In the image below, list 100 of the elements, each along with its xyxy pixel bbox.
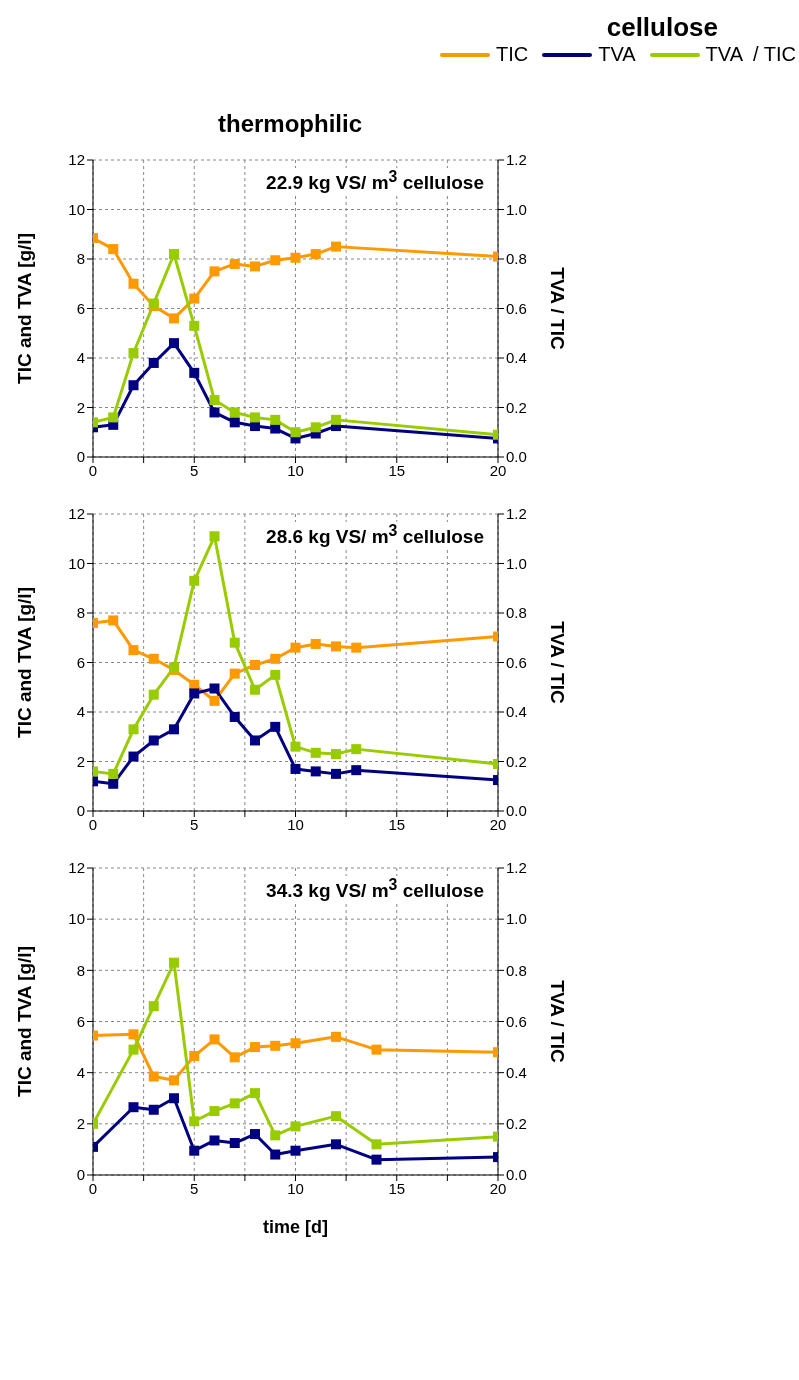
point xyxy=(128,1044,139,1055)
point xyxy=(189,575,200,586)
y-tick-label: 10 xyxy=(68,200,85,218)
point xyxy=(250,421,260,432)
point xyxy=(290,741,301,752)
point xyxy=(209,407,220,418)
point xyxy=(128,751,139,762)
point xyxy=(290,427,301,438)
point xyxy=(351,642,362,653)
point xyxy=(290,763,301,774)
point xyxy=(108,412,119,423)
y2-axis-title: TVA / TIC xyxy=(547,267,569,350)
point xyxy=(148,653,159,664)
point xyxy=(189,1145,200,1156)
point xyxy=(128,348,139,359)
x-tick-label: 0 xyxy=(88,1179,98,1197)
point xyxy=(229,1098,240,1109)
point xyxy=(209,266,220,277)
point xyxy=(290,1145,301,1156)
y2-tick-label: 0.2 xyxy=(506,398,527,416)
point xyxy=(290,642,301,653)
x-tick-label: 5 xyxy=(190,461,199,479)
x-tick-label: 10 xyxy=(287,1179,304,1197)
point xyxy=(128,645,139,656)
y-axis-title: TIC and TVA [g/l] xyxy=(13,946,35,1097)
point xyxy=(128,380,139,391)
x-tick-label: 10 xyxy=(287,461,304,479)
point xyxy=(270,653,281,664)
point xyxy=(250,1042,260,1053)
point xyxy=(270,721,281,732)
point xyxy=(229,258,240,269)
point xyxy=(189,1116,200,1127)
y2-tick-label: 0.4 xyxy=(506,703,527,721)
point xyxy=(270,414,281,425)
y-tick-label: 0 xyxy=(76,448,85,466)
y-tick-label: 10 xyxy=(68,554,85,572)
y2-tick-label: 0.2 xyxy=(506,752,527,770)
point xyxy=(108,244,119,255)
point xyxy=(331,1139,341,1150)
x-tick-label: 5 xyxy=(190,815,199,833)
point xyxy=(310,638,321,649)
point xyxy=(331,414,341,425)
legend-label: TVA xyxy=(598,43,636,66)
point xyxy=(229,668,240,679)
y2-tick-label: 0.4 xyxy=(506,1063,527,1081)
point xyxy=(128,724,139,735)
y-tick-label: 12 xyxy=(68,859,85,877)
point xyxy=(290,1121,301,1132)
x-tick-label: 15 xyxy=(388,461,406,479)
point xyxy=(128,278,139,289)
point xyxy=(189,1051,200,1062)
point xyxy=(250,261,260,272)
point xyxy=(189,320,200,331)
x-tick-label: 10 xyxy=(287,815,304,833)
x-tick-label: 15 xyxy=(388,1179,406,1197)
point xyxy=(310,747,321,758)
y-tick-label: 6 xyxy=(76,299,85,317)
point xyxy=(229,637,240,648)
y-tick-label: 0 xyxy=(76,802,85,820)
point xyxy=(250,659,260,670)
x-tick-label: 0 xyxy=(88,815,98,833)
point xyxy=(331,641,341,652)
point xyxy=(351,744,362,755)
y-tick-label: 12 xyxy=(68,505,85,523)
y-tick-label: 4 xyxy=(76,349,85,367)
y2-tick-label: 0.2 xyxy=(506,1115,527,1133)
y2-tick-label: 0.8 xyxy=(506,250,527,268)
point xyxy=(229,417,240,428)
point xyxy=(169,1075,179,1086)
point xyxy=(331,768,341,779)
legend-title: cellulose xyxy=(605,11,719,43)
y-tick-label: 2 xyxy=(76,752,85,770)
y-tick-label: 4 xyxy=(76,1063,85,1081)
y-tick-label: 8 xyxy=(76,604,85,622)
point xyxy=(169,249,179,260)
y2-tick-label: 1.2 xyxy=(506,505,527,523)
point xyxy=(128,1029,139,1040)
annotation: 22.9 kg VS/ m$^{3}$ cellulose xyxy=(264,168,486,195)
y2-tick-label: 0.4 xyxy=(506,349,527,367)
point xyxy=(209,683,220,694)
point xyxy=(331,241,341,252)
point xyxy=(310,422,321,433)
point xyxy=(169,313,179,324)
point xyxy=(209,1106,220,1117)
point xyxy=(310,249,321,260)
point xyxy=(229,711,240,722)
y-tick-label: 6 xyxy=(76,1012,85,1030)
y2-axis-title: TVA / TIC xyxy=(547,621,569,704)
point xyxy=(331,749,341,760)
legend-label: TIC xyxy=(495,43,529,66)
y-tick-label: 2 xyxy=(76,1115,85,1133)
chart-title: thermophilic xyxy=(217,110,363,138)
point xyxy=(270,1130,281,1141)
point xyxy=(148,689,159,700)
x-tick-label: 20 xyxy=(489,1179,507,1197)
point xyxy=(209,1135,220,1146)
y2-tick-label: 0.8 xyxy=(506,604,527,622)
point xyxy=(331,1031,341,1042)
y-axis-title: TIC and TVA [g/l] xyxy=(13,233,35,384)
point xyxy=(169,1093,179,1104)
